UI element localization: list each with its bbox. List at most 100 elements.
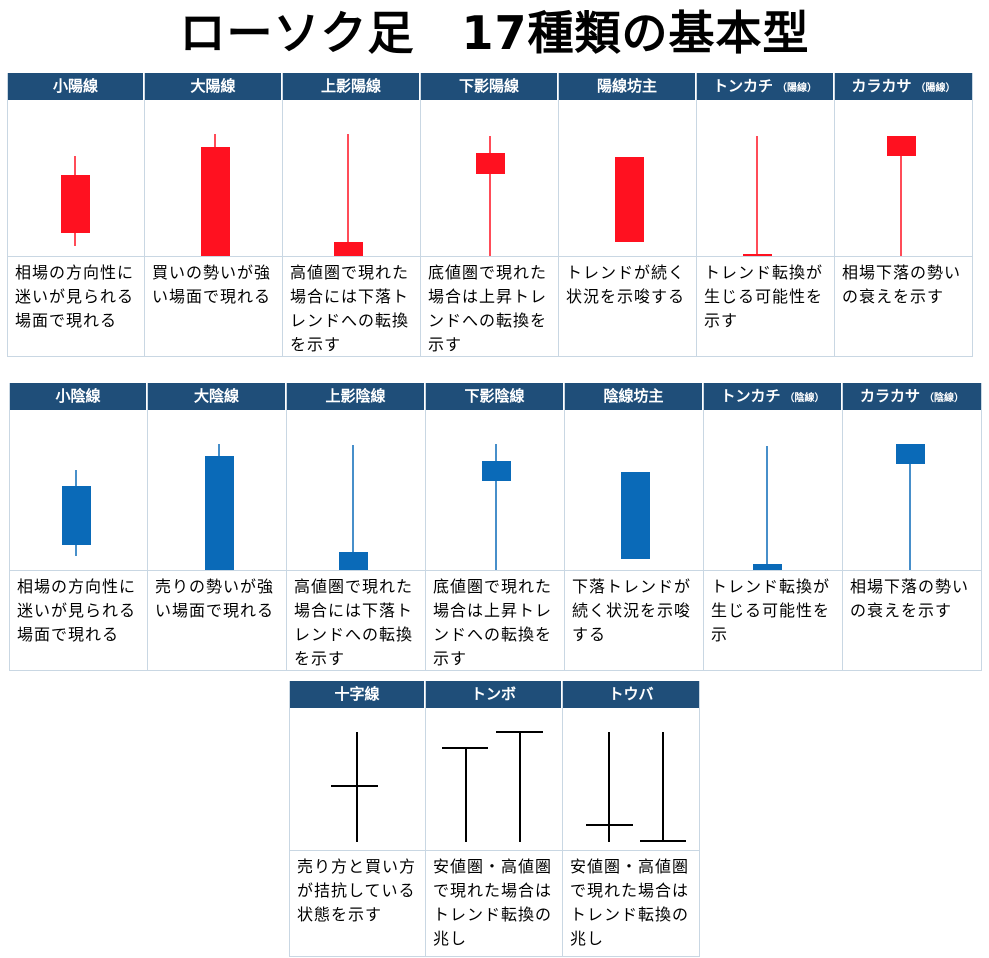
card-header: トンボ [426,681,562,708]
candle-chart [145,100,282,257]
candle-small-bull [61,156,90,246]
card-title: 十字線 [334,685,380,703]
card-title: 陰線坊主 [603,387,664,405]
candle-hammer-bear [753,446,782,570]
bearish-table: 小陰線 相場の方向性に迷いが見られる場面で現れる 大陰線 売りの勢いが強い場面で… [9,383,982,671]
card-dragonfly: トンボ 安値圏・高値圏で現れた場合はトレンド転換の兆し [426,681,563,957]
card-umbrella-bull: カラカサ （陽線） 相場下落の勢いの衰えを示す [835,73,973,357]
card-title: 下影陽線 [458,77,519,95]
card-hammer-bear: トンカチ （陰線） トレンド転換が生じる可能性を示 [704,383,843,671]
candle-big-bear [205,444,234,570]
card-umbrella-bear: カラカサ （陰線） 相場下落の勢いの衰えを示す [843,383,982,671]
card-header: 陽線坊主 [559,73,696,100]
card-header: 大陰線 [148,383,286,410]
candle-marubozu-bull [615,157,644,242]
candle-umbrella-bear [896,444,925,570]
candle-chart [148,410,286,571]
card-title: 大陰線 [193,387,239,405]
card-subtitle: （陽線） [915,83,956,94]
card-header: 小陰線 [10,383,147,410]
card-header: 下影陽線 [421,73,558,100]
card-description: トレンド転換が生じる可能性を示 [704,571,842,671]
doji-table: 十字線 売り方と買い方が拮抗している状態を示す トンボ 安値圏・高値圏で現れた場… [289,681,700,957]
candle-chart [283,100,420,257]
card-description: トレンドが続く状況を示唆する [559,257,696,357]
card-description: 相場の方向性に迷いが見られる場面で現れる [8,257,144,357]
card-subtitle: （陰線） [924,393,964,404]
candle-lower-shadow-bear [482,444,511,570]
card-description: 底値圏で現れた場合は上昇トレンドへの転換を示す [421,257,558,357]
card-description: トレンド転換が生じる可能性を示す [697,257,834,357]
card-header: トンカチ （陰線） [704,383,842,410]
card-header: 十字線 [290,681,425,708]
card-hammer-bull: トンカチ （陽線） トレンド転換が生じる可能性を示す [697,73,835,357]
card-upper-shadow-bear: 上影陰線 高値圏で現れた場合には下落トレンドへの転換を示す [287,383,426,671]
candle-upper-shadow-bear [339,445,368,570]
card-header: 上影陰線 [287,383,425,410]
card-header: 上影陽線 [283,73,420,100]
card-title: 大陽線 [190,77,236,95]
card-small-bear: 小陰線 相場の方向性に迷いが見られる場面で現れる [9,383,148,671]
card-header: 陰線坊主 [565,383,703,410]
card-header: カラカサ （陽線） [835,73,972,100]
card-description: 相場の方向性に迷いが見られる場面で現れる [10,571,147,671]
card-description: 底値圏で現れた場合は上昇トレンドへの転換を示す [426,571,564,671]
card-cross: 十字線 売り方と買い方が拮抗している状態を示す [289,681,426,957]
candle-dragonfly [442,731,543,842]
candle-chart [843,410,981,571]
card-description: 買いの勢いが強い場面で現れる [145,257,282,357]
card-description: 相場下落の勢いの衰えを示す [835,257,972,357]
candle-upper-shadow-bull [334,134,363,256]
card-title: 陽線坊主 [596,77,657,95]
card-title: トウバ [608,685,654,703]
card-big-bear: 大陰線 売りの勢いが強い場面で現れる [148,383,287,671]
card-marubozu-bear: 陰線坊主 下落トレンドが続く状況を示唆する [565,383,704,671]
card-title: トンボ [470,685,516,703]
card-big-bull: 大陽線 買いの勢いが強い場面で現れる [145,73,283,357]
candle-chart [426,708,562,851]
card-title: 小陰線 [55,387,101,405]
candle-chart [704,410,842,571]
candle-lower-shadow-bull [476,136,505,256]
card-description: 売り方と買い方が拮抗している状態を示す [290,851,425,957]
candle-marubozu-bear [621,472,650,559]
card-header: 小陽線 [8,73,144,100]
card-description: 下落トレンドが続く状況を示唆する [565,571,703,671]
card-header: カラカサ （陰線） [843,383,981,410]
bullish-table: 小陽線 相場の方向性に迷いが見られる場面で現れる 大陽線 買いの勢いが強い場面で… [7,73,973,357]
candle-gravestone [586,732,686,842]
card-header: トウバ [563,681,699,708]
card-header: トンカチ （陽線） [697,73,834,100]
card-small-bull: 小陽線 相場の方向性に迷いが見られる場面で現れる [7,73,145,357]
candle-big-bull [201,134,230,256]
candle-chart [697,100,834,257]
candle-cross [331,732,378,842]
card-header: 下影陰線 [426,383,564,410]
candle-chart [287,410,425,571]
card-description: 売りの勢いが強い場面で現れる [148,571,286,671]
card-title: 下影陰線 [464,387,525,405]
card-upper-shadow-bull: 上影陽線 高値圏で現れた場合には下落トレンドへの転換を示す [283,73,421,357]
card-title: 上影陰線 [325,387,386,405]
card-subtitle: （陽線） [777,83,817,94]
candle-chart [563,708,699,851]
candle-chart [835,100,972,257]
card-title: トンカチ [712,77,773,95]
card-title: カラカサ [859,387,920,405]
card-description: 高値圏で現れた場合には下落トレンドへの転換を示す [287,571,425,671]
card-subtitle: （陰線） [784,393,825,404]
card-lower-shadow-bull: 下影陽線 底値圏で現れた場合は上昇トレンドへの転換を示す [421,73,559,357]
card-header: 大陽線 [145,73,282,100]
card-lower-shadow-bear: 下影陰線 底値圏で現れた場合は上昇トレンドへの転換を示す [426,383,565,671]
candle-hammer-bull [743,136,772,256]
candle-umbrella-bull [887,136,916,256]
card-description: 相場下落の勢いの衰えを示す [843,571,981,671]
card-description: 安値圏・高値圏で現れた場合はトレンド転換の兆し [426,851,562,957]
candle-chart [8,100,144,257]
card-title: 上影陽線 [320,77,381,95]
card-gravestone: トウバ 安値圏・高値圏で現れた場合はトレンド転換の兆し [563,681,700,957]
card-description: 安値圏・高値圏で現れた場合はトレンド転換の兆し [563,851,699,957]
card-marubozu-bull: 陽線坊主 トレンドが続く状況を示唆する [559,73,697,357]
candle-chart [421,100,558,257]
card-title: トンカチ [720,387,781,405]
